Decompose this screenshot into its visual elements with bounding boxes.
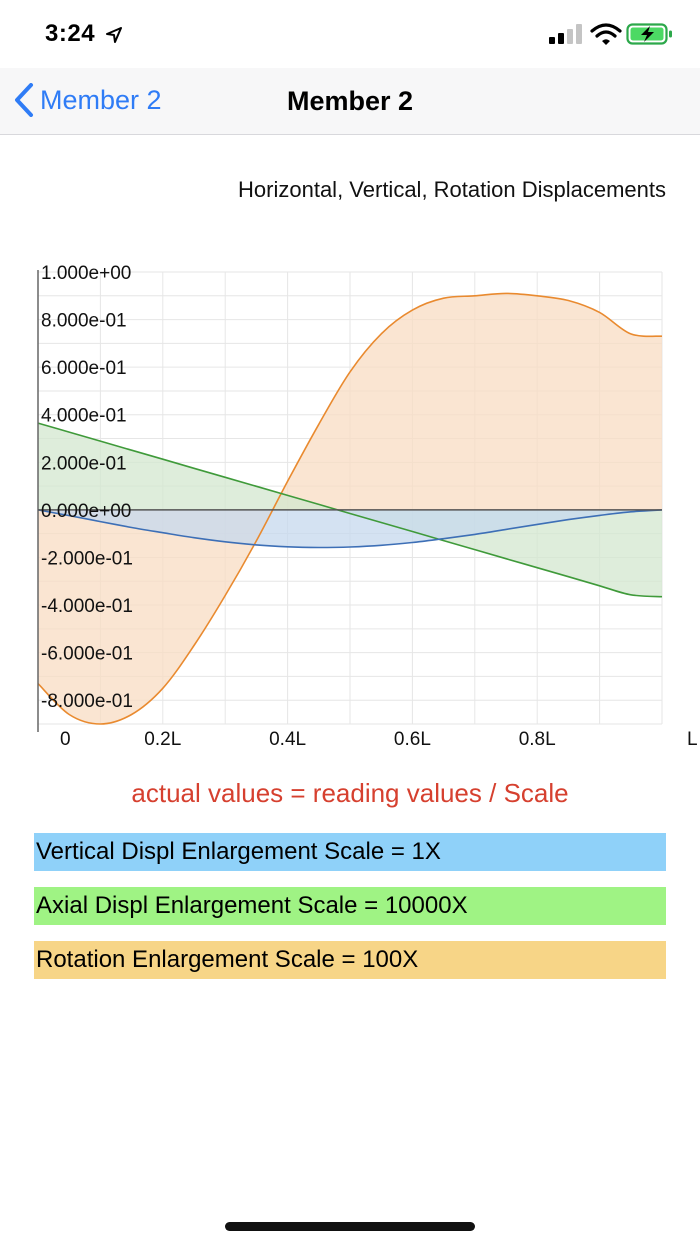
y-tick-label: -4.000e-01 — [41, 596, 133, 617]
legend-rotation-scale: Rotation Enlargement Scale = 100X — [34, 941, 666, 979]
x-tick-label: 0.4L — [269, 729, 306, 750]
chart-x-tick-labels: 0 0.2L 0.4L 0.6L 0.8L L — [60, 729, 698, 750]
legend-rotation-scale-label: Rotation Enlargement Scale = 100X — [36, 946, 419, 973]
y-tick-label: 4.000e-01 — [41, 406, 127, 427]
y-tick-label: -8.000e-01 — [41, 691, 133, 712]
home-indicator — [225, 1222, 475, 1231]
series-line-vertical-displacement — [37, 509, 663, 549]
chevron-left-icon — [15, 83, 33, 117]
back-button[interactable]: Member 2 — [14, 80, 162, 120]
y-tick-label: 8.000e-01 — [41, 311, 127, 332]
y-tick-label: 0.000e+00 — [41, 501, 131, 522]
x-tick-label: 0.2L — [144, 729, 181, 750]
cellular-signal-icon — [549, 24, 582, 44]
status-time-text: 3:24 — [45, 20, 96, 47]
x-tick-label: 0.8L — [519, 729, 556, 750]
legend-axial-scale: Axial Displ Enlargement Scale = 10000X — [34, 887, 666, 925]
back-button-label: Member 2 — [40, 84, 162, 115]
status-time: 3:24 — [45, 20, 123, 48]
navigation-bar: Member 2 Member 2 — [0, 68, 700, 135]
y-tick-label: 6.000e-01 — [41, 358, 127, 379]
legend-axial-scale-label: Axial Displ Enlargement Scale = 10000X — [36, 892, 468, 919]
displacement-chart: Horizontal, Vertical, Rotation Displacem… — [0, 134, 700, 774]
y-tick-label: 1.000e+00 — [41, 263, 131, 284]
series-area-rotation — [38, 293, 662, 724]
chart-title: Horizontal, Vertical, Rotation Displacem… — [238, 177, 666, 202]
y-tick-label: 2.000e-01 — [41, 453, 127, 474]
x-tick-label: 0 — [60, 729, 71, 750]
legend-vertical-scale-label: Vertical Displ Enlargement Scale = 1X — [36, 838, 441, 865]
x-tick-label: 0.6L — [394, 729, 431, 750]
legend-vertical-scale: Vertical Displ Enlargement Scale = 1X — [34, 833, 666, 871]
series-line-axial-displacement — [37, 422, 663, 598]
page-title: Member 2 — [286, 86, 414, 116]
location-arrow-icon — [106, 26, 123, 43]
y-tick-label: -2.000e-01 — [41, 548, 133, 569]
chart-y-tick-labels: 1.000e+00 8.000e-01 6.000e-01 4.000e-01 2.00… — [41, 263, 133, 712]
status-bar: 3:24 — [0, 0, 700, 68]
chart-svg: Horizontal, Vertical, Rotation Displacem… — [37, 177, 698, 750]
chart-axes — [37, 270, 662, 732]
y-tick-label: -6.000e-01 — [41, 644, 133, 665]
series-area-vertical-displacement — [38, 509, 662, 548]
x-tick-label: L — [687, 729, 698, 750]
scale-note: actual values = reading values / Scale — [131, 778, 569, 808]
chart-series-lines — [37, 292, 663, 725]
battery-charging-icon — [626, 23, 672, 45]
series-line-rotation — [37, 292, 663, 725]
wifi-icon — [590, 23, 622, 45]
